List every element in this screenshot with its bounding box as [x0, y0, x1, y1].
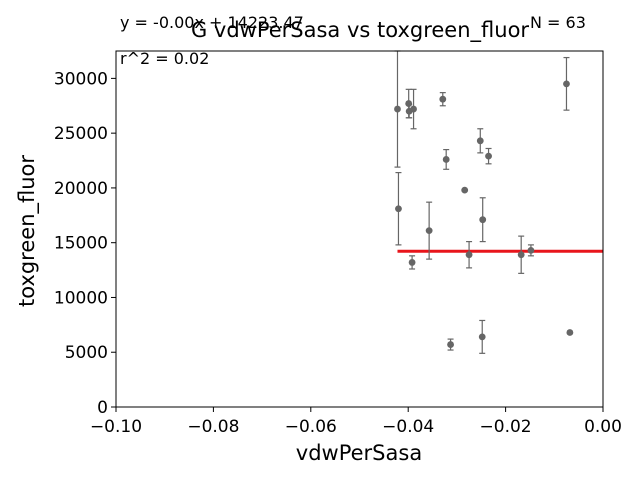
data-point [517, 251, 525, 259]
regression-equation: y = -0.00x + 14223.47 [120, 13, 304, 32]
y-tick-label: 0 [97, 398, 108, 418]
chart-title: G vdwPerSasa vs toxgreen_fluor [190, 18, 530, 42]
y-tick-label: 25000 [54, 124, 108, 144]
data-point [394, 105, 401, 113]
x-tick-label: −0.04 [382, 417, 434, 437]
sample-count-label: N = 63 [530, 13, 586, 32]
x-tick-label: −0.06 [285, 417, 337, 437]
data-point [395, 205, 402, 213]
data-point [478, 333, 486, 341]
data-point [527, 246, 535, 254]
y-axis-label: toxgreen_fluor [15, 155, 40, 307]
data-point [442, 156, 450, 163]
data-point [563, 80, 570, 88]
chart-axes: −0.10 −0.08 −0.06 −0.04 −0.02 0.00 0 5000 10000 1… [54, 50, 622, 437]
y-tick-label: 5000 [65, 343, 108, 363]
data-point [447, 341, 454, 348]
y-tick-label: 15000 [54, 234, 108, 254]
chart-marks [394, 50, 603, 354]
data-point [408, 259, 416, 266]
x-tick-label: 0.00 [584, 417, 622, 437]
data-point [479, 216, 487, 224]
plot-frame [115, 50, 604, 408]
data-point [485, 152, 492, 160]
data-point [410, 105, 417, 113]
x-tick-label: −0.08 [187, 417, 239, 437]
data-point [476, 137, 484, 145]
x-tick-label: −0.02 [480, 417, 532, 437]
x-tick-label: −0.10 [90, 417, 142, 437]
data-point [566, 329, 574, 336]
r-squared-label: r^2 = 0.02 [120, 49, 210, 68]
y-tick-label: 10000 [54, 288, 108, 308]
data-point [465, 251, 473, 259]
y-tick-label: 30000 [54, 69, 108, 89]
x-axis-label: vdwPerSasa [296, 441, 422, 465]
data-point [461, 186, 469, 194]
data-point [439, 95, 447, 103]
data-point [405, 100, 413, 107]
y-tick-label: 20000 [54, 179, 108, 199]
data-point [425, 227, 433, 235]
